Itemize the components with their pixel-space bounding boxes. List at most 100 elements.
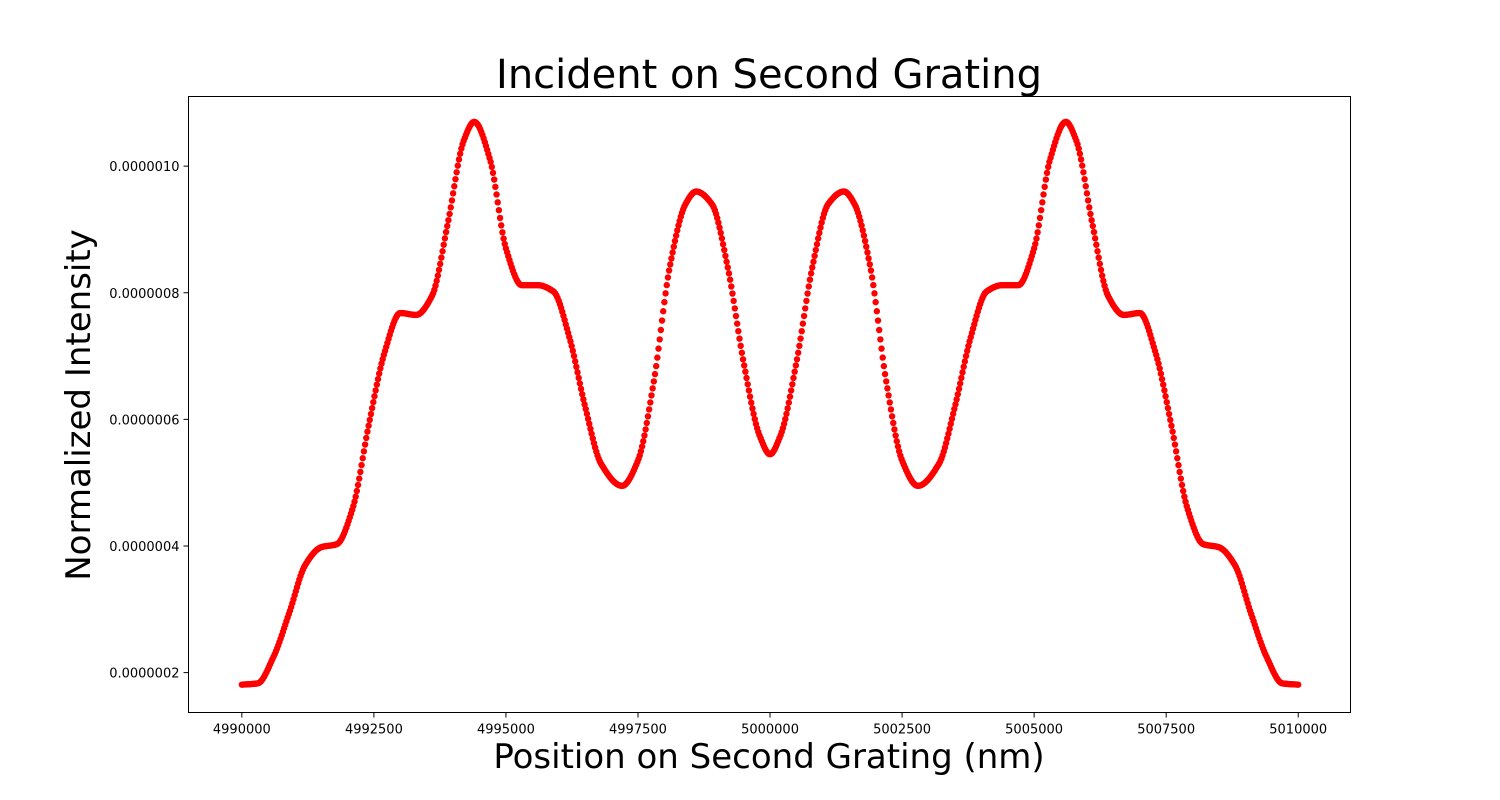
- data-point: [569, 347, 577, 355]
- data-point: [1093, 241, 1100, 248]
- data-point: [954, 391, 962, 398]
- data-point: [793, 356, 801, 363]
- data-point: [744, 381, 751, 388]
- data-point: [886, 399, 893, 406]
- data-point: [1033, 235, 1040, 242]
- data-point: [363, 434, 370, 442]
- data-point: [872, 298, 879, 306]
- data-point: [1086, 204, 1093, 211]
- data-point: [1177, 475, 1185, 482]
- data-point: [784, 405, 791, 412]
- plot-area: [188, 96, 1351, 713]
- data-point: [879, 354, 886, 361]
- data-point: [1087, 210, 1094, 218]
- data-point: [866, 261, 873, 268]
- x-tick-label: 4997500: [609, 723, 667, 738]
- data-point: [1091, 235, 1099, 242]
- data-point: [577, 385, 585, 393]
- data-point: [948, 415, 956, 423]
- data-point: [874, 317, 882, 324]
- data-point: [892, 432, 899, 439]
- data-point: [435, 266, 443, 274]
- data-point: [360, 448, 368, 455]
- data-point: [444, 222, 451, 230]
- data-point: [433, 277, 440, 285]
- data-point: [439, 248, 446, 255]
- data-point: [575, 374, 582, 382]
- data-point: [438, 254, 445, 261]
- data-point: [884, 385, 891, 392]
- data-point: [859, 227, 866, 234]
- data-point: [368, 404, 376, 412]
- data-point: [733, 320, 741, 327]
- x-tick-label: 4990000: [213, 723, 271, 738]
- data-point: [962, 352, 970, 360]
- data-point: [489, 169, 497, 177]
- data-point: [1042, 176, 1050, 183]
- data-point: [1169, 428, 1176, 435]
- data-point: [664, 274, 672, 281]
- data-point: [791, 368, 798, 375]
- data-point: [790, 374, 797, 382]
- y-axis: 0.0000002 0.0000004 0.0000006 0.0000008 0.00…: [109, 160, 189, 682]
- data-point: [494, 199, 501, 206]
- data-point: [656, 336, 663, 343]
- data-point: [579, 391, 586, 398]
- data-point: [434, 272, 442, 279]
- data-point: [955, 385, 963, 393]
- data-point: [1032, 240, 1039, 248]
- data-point: [496, 214, 504, 222]
- data-point: [952, 401, 959, 408]
- data-point: [1041, 183, 1048, 191]
- data-point: [1178, 481, 1186, 489]
- x-tick-label: 4992500: [345, 723, 403, 738]
- data-point: [870, 281, 877, 289]
- data-point: [1034, 229, 1041, 236]
- data-point: [1095, 254, 1102, 261]
- data-point: [867, 267, 875, 274]
- data-point: [730, 297, 737, 305]
- data-point: [964, 347, 971, 355]
- data-point: [1099, 272, 1106, 279]
- data-point: [864, 249, 871, 256]
- data-point: [670, 243, 677, 250]
- y-tick-label: 0.0000008: [109, 287, 179, 302]
- data-point: [1096, 260, 1104, 268]
- data-point: [663, 281, 670, 289]
- data-point: [442, 228, 450, 236]
- data-point: [881, 370, 889, 378]
- data-point: [804, 290, 811, 297]
- data-point: [809, 264, 816, 271]
- data-point: [373, 381, 381, 388]
- data-point: [799, 320, 807, 327]
- data-point: [453, 169, 460, 176]
- data-point: [726, 276, 734, 283]
- data-point: [657, 326, 665, 334]
- data-point: [1037, 206, 1045, 214]
- data-point: [452, 175, 459, 183]
- x-tick-label: 5005000: [1005, 723, 1063, 738]
- data-point: [654, 354, 661, 361]
- data-point: [1155, 360, 1162, 367]
- data-point: [797, 335, 804, 342]
- data-point: [958, 374, 965, 382]
- y-tick-label: 0.0000010: [109, 160, 179, 175]
- data-point: [745, 387, 753, 394]
- x-tick-label: 4995000: [477, 723, 535, 738]
- data-point: [667, 261, 674, 268]
- data-point: [959, 369, 966, 376]
- data-point: [890, 419, 897, 427]
- data-point: [447, 204, 454, 211]
- data-point: [1077, 156, 1085, 163]
- data-point: [944, 435, 951, 442]
- data-point: [661, 298, 668, 306]
- data-point: [488, 163, 496, 171]
- data-point: [1167, 416, 1174, 424]
- data-point: [583, 410, 591, 418]
- data-point: [800, 312, 808, 320]
- data-point: [672, 232, 680, 239]
- data-point: [953, 396, 960, 403]
- data-point: [1036, 214, 1044, 222]
- data-point: [887, 406, 895, 413]
